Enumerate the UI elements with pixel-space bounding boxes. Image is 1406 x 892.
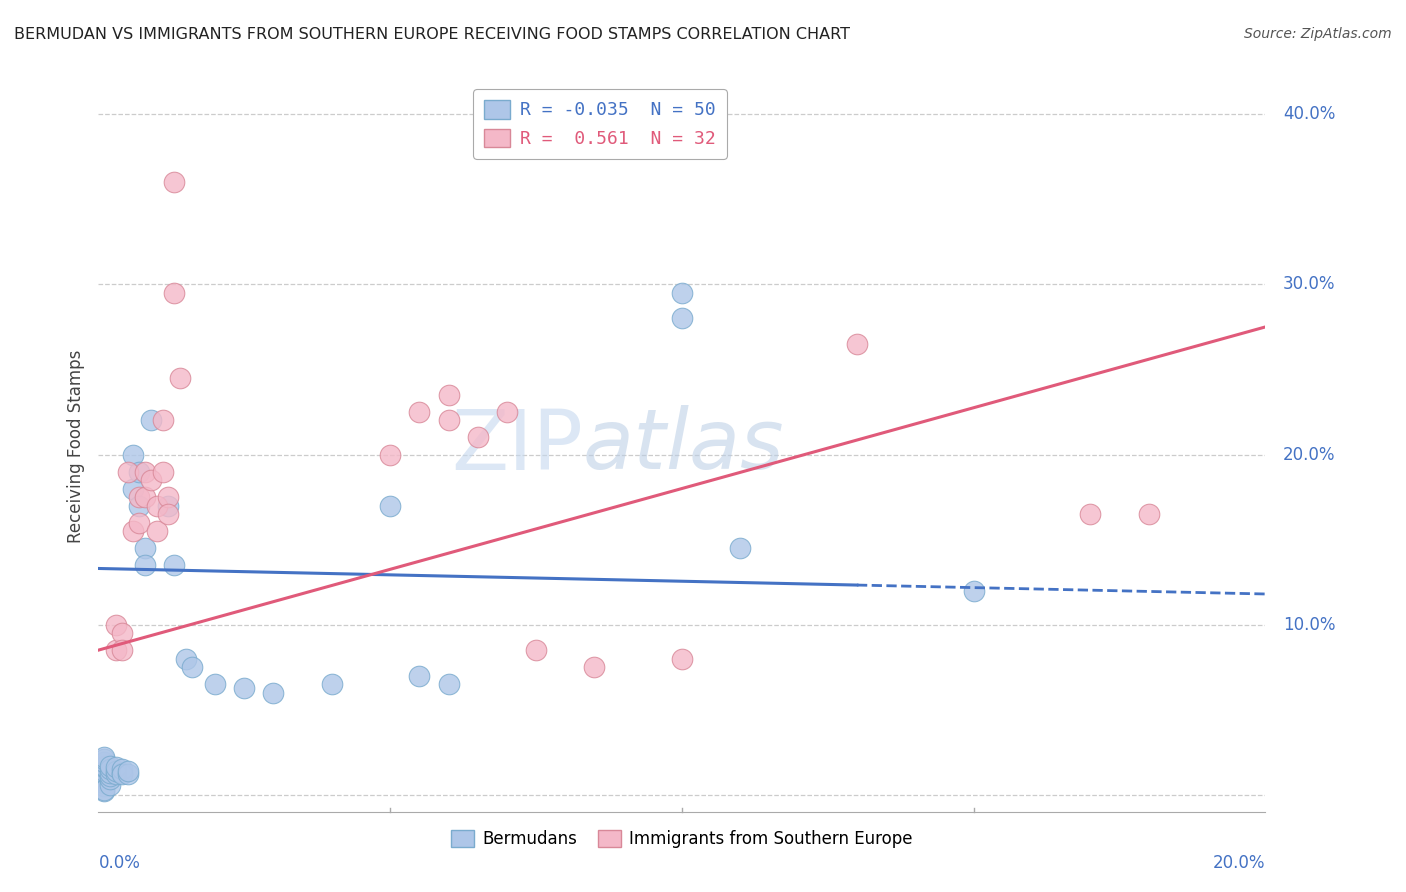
Point <box>104 767 127 781</box>
Point <box>204 677 226 691</box>
Point <box>128 465 150 479</box>
Point <box>98 759 121 773</box>
Point <box>962 583 984 598</box>
Point <box>117 767 139 781</box>
Text: BERMUDAN VS IMMIGRANTS FROM SOUTHERN EUROPE RECEIVING FOOD STAMPS CORRELATION CH: BERMUDAN VS IMMIGRANTS FROM SOUTHERN EUR… <box>14 27 851 42</box>
Point <box>93 767 115 781</box>
Y-axis label: Receiving Food Stamps: Receiving Food Stamps <box>66 350 84 542</box>
Point <box>583 660 606 674</box>
Point <box>111 765 134 780</box>
Point <box>93 776 115 790</box>
Point <box>152 465 174 479</box>
Point <box>408 668 430 682</box>
Point <box>134 465 156 479</box>
Point <box>157 490 180 504</box>
Point <box>111 762 134 776</box>
Point <box>98 772 121 787</box>
Point <box>122 482 145 496</box>
Point <box>128 499 150 513</box>
Text: ZIP: ZIP <box>451 406 582 486</box>
Point <box>93 772 115 787</box>
Point <box>93 760 115 774</box>
Point <box>98 777 121 791</box>
Point <box>321 677 343 691</box>
Point <box>157 507 180 521</box>
Point <box>146 524 169 538</box>
Point <box>98 769 121 783</box>
Text: 0.0%: 0.0% <box>98 855 141 872</box>
Point <box>117 764 139 778</box>
Point <box>134 490 156 504</box>
Point <box>157 499 180 513</box>
Point <box>152 413 174 427</box>
Text: Source: ZipAtlas.com: Source: ZipAtlas.com <box>1244 27 1392 41</box>
Point <box>93 759 115 773</box>
Point <box>93 782 115 797</box>
Point <box>122 524 145 538</box>
Legend: Bermudans, Immigrants from Southern Europe: Bermudans, Immigrants from Southern Euro… <box>444 823 920 855</box>
Point <box>437 677 460 691</box>
Point <box>1137 507 1160 521</box>
Point <box>163 285 186 300</box>
Point <box>174 651 197 665</box>
Point <box>93 765 115 780</box>
Text: 10.0%: 10.0% <box>1282 615 1336 633</box>
Point <box>104 760 127 774</box>
Point <box>111 626 134 640</box>
Point <box>93 774 115 789</box>
Text: atlas: atlas <box>582 406 785 486</box>
Point <box>1080 507 1102 521</box>
Point <box>111 767 134 781</box>
Point <box>128 516 150 530</box>
Point <box>169 371 191 385</box>
Point <box>671 651 693 665</box>
Point <box>380 499 402 513</box>
Point <box>93 764 115 778</box>
Point <box>671 311 693 326</box>
Point <box>262 686 284 700</box>
Point <box>93 750 115 764</box>
Point <box>163 175 186 189</box>
Point <box>467 430 489 444</box>
Point <box>437 413 460 427</box>
Text: 20.0%: 20.0% <box>1282 445 1336 464</box>
Point <box>128 490 150 504</box>
Point <box>117 465 139 479</box>
Point <box>380 448 402 462</box>
Point <box>671 285 693 300</box>
Text: 40.0%: 40.0% <box>1282 105 1336 123</box>
Point <box>233 681 256 695</box>
Point <box>134 558 156 572</box>
Point <box>496 405 519 419</box>
Point <box>139 473 162 487</box>
Point <box>93 779 115 793</box>
Point <box>98 762 121 776</box>
Point <box>104 643 127 657</box>
Point <box>437 388 460 402</box>
Point <box>163 558 186 572</box>
Point <box>122 448 145 462</box>
Point <box>180 660 202 674</box>
Point <box>408 405 430 419</box>
Point <box>104 617 127 632</box>
Point <box>98 765 121 780</box>
Point <box>139 413 162 427</box>
Point <box>93 784 115 798</box>
Point <box>846 337 869 351</box>
Point <box>93 756 115 770</box>
Point <box>93 752 115 766</box>
Point <box>146 499 169 513</box>
Text: 30.0%: 30.0% <box>1282 276 1336 293</box>
Point <box>104 764 127 778</box>
Point <box>134 541 156 555</box>
Point <box>524 643 547 657</box>
Point <box>730 541 752 555</box>
Text: 20.0%: 20.0% <box>1213 855 1265 872</box>
Point <box>111 643 134 657</box>
